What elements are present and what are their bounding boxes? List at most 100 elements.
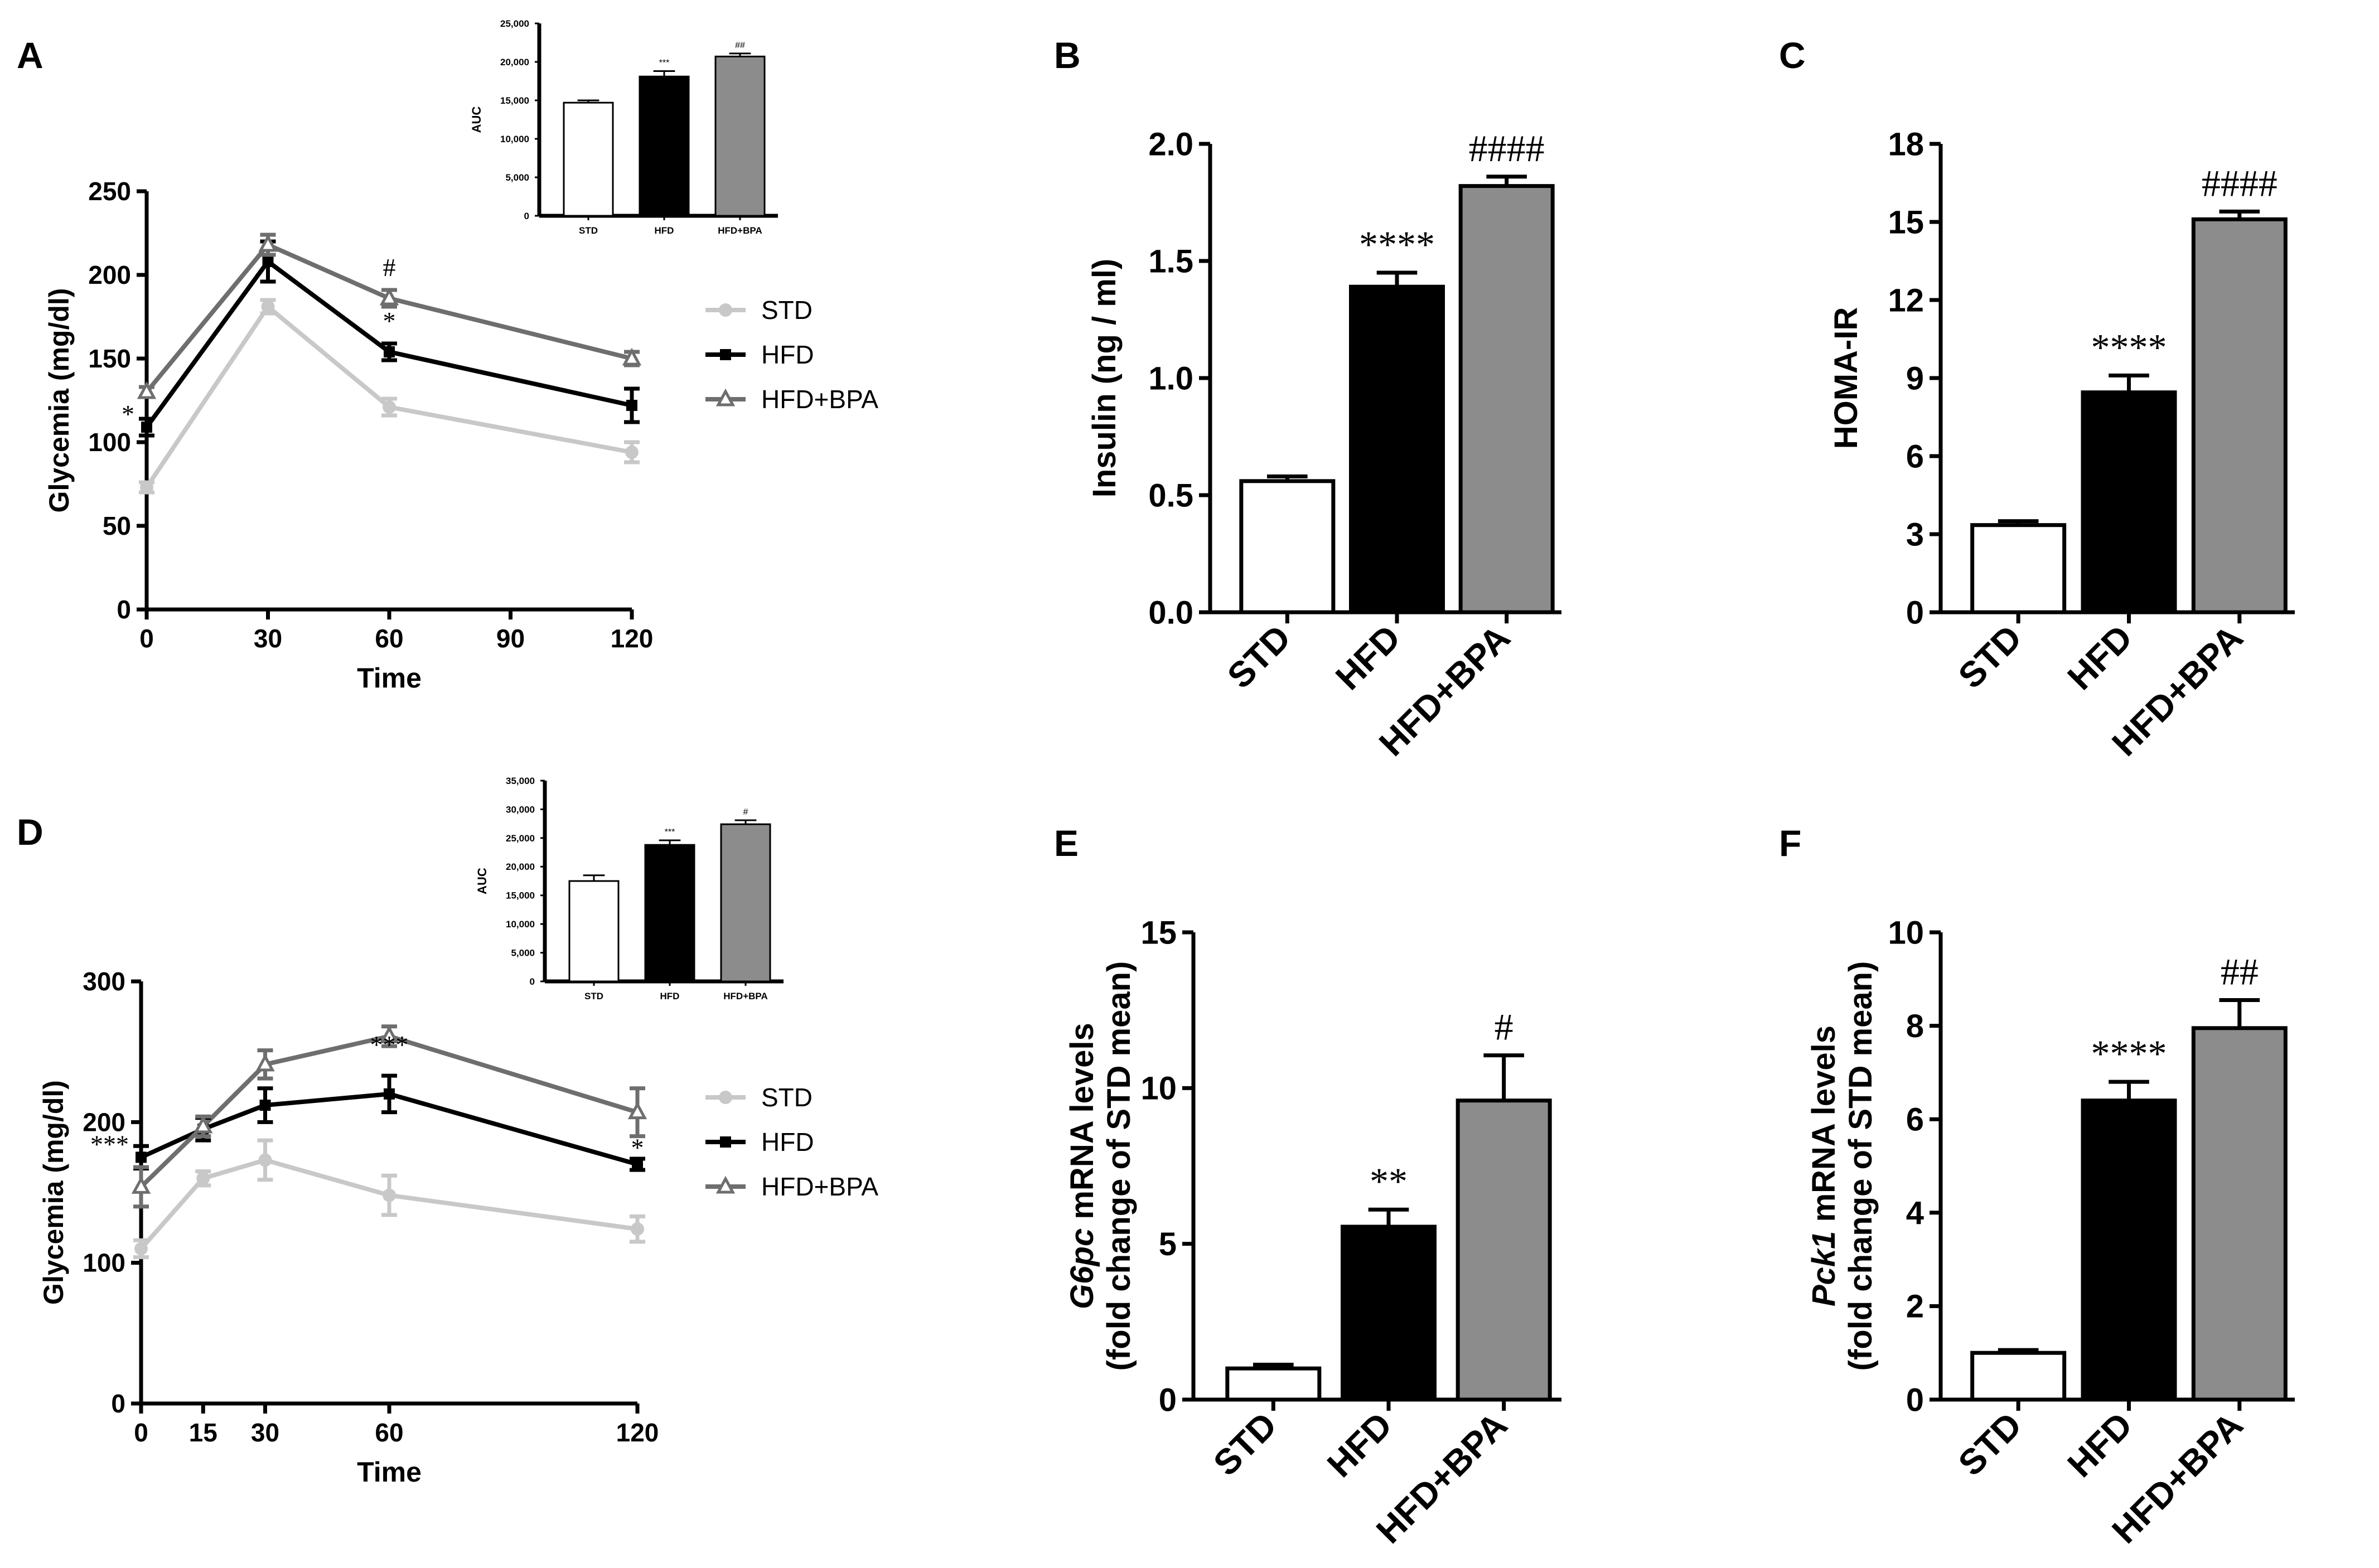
bar-hfd bbox=[644, 844, 695, 983]
legend-label-hfd: HFD bbox=[761, 1127, 814, 1156]
bar-hfd bbox=[2081, 390, 2177, 614]
panel-label-d: D bbox=[17, 811, 43, 853]
data-point-hfd bbox=[632, 1159, 643, 1170]
y-tick-label: 15 bbox=[1888, 204, 1924, 240]
legend-label-std: STD bbox=[761, 1083, 813, 1112]
data-point-hfd bbox=[141, 422, 152, 433]
category-label-std: STD bbox=[1951, 617, 2029, 696]
y-tick-label: 15 bbox=[1140, 914, 1177, 951]
x-tick-label: 90 bbox=[496, 624, 525, 653]
significance-label: #### bbox=[1469, 127, 1545, 170]
y-axis-label: Pck1 mRNA levels bbox=[1806, 1025, 1842, 1306]
bar-hfd-bpa bbox=[2191, 217, 2288, 614]
x-tick-label: 30 bbox=[254, 624, 282, 653]
y-axis-label-line2: (fold change of STD mean) bbox=[1843, 961, 1879, 1371]
y-tick-label: 50 bbox=[103, 511, 131, 540]
y-tick-label: 0.0 bbox=[1148, 594, 1193, 631]
category-label-hfd-bpa: HFD+BPA bbox=[718, 225, 762, 236]
significance-label: * bbox=[122, 400, 134, 428]
y-tick-label: 0 bbox=[1159, 1382, 1177, 1418]
x-axis-label: Time bbox=[357, 662, 422, 694]
y-tick-label: 0 bbox=[530, 976, 535, 987]
x-tick-label: 120 bbox=[611, 624, 654, 653]
x-axis-label: Time bbox=[357, 1456, 422, 1488]
category-label-hfd: HFD bbox=[1319, 1405, 1400, 1485]
significance-label: **** bbox=[2091, 1032, 2167, 1075]
y-tick-label: 100 bbox=[88, 428, 131, 457]
legend-marker-hfd bbox=[720, 1136, 731, 1148]
y-tick-label: 200 bbox=[88, 260, 131, 289]
significance-label: * bbox=[631, 1133, 644, 1162]
y-tick-label: 25,000 bbox=[506, 833, 535, 844]
y-tick-label: 15,000 bbox=[500, 95, 529, 106]
y-tick-label: 25,000 bbox=[500, 18, 529, 29]
y-tick-label: 300 bbox=[83, 967, 125, 996]
significance-label: *** bbox=[370, 1030, 409, 1059]
y-axis-label: AUC bbox=[475, 868, 489, 894]
y-tick-label: 20,000 bbox=[506, 862, 535, 872]
legend-marker-hfd-bpa bbox=[715, 388, 736, 406]
bar-std bbox=[1970, 1351, 2067, 1402]
category-label-hfd-bpa: HFD+BPA bbox=[723, 991, 768, 1001]
data-point-hfd-bpa bbox=[131, 1176, 151, 1194]
y-tick-label: 1.0 bbox=[1148, 360, 1193, 396]
data-point-hfd-bpa bbox=[379, 287, 399, 306]
category-label-hfd: HFD bbox=[2059, 617, 2140, 698]
data-point-hfd-bpa bbox=[137, 381, 157, 399]
series-line-hfd bbox=[144, 258, 632, 429]
significance-label: **** bbox=[2091, 326, 2167, 368]
data-point-std bbox=[625, 446, 639, 459]
category-label-hfd: HFD bbox=[1328, 617, 1408, 698]
x-tick-label: 60 bbox=[375, 624, 403, 653]
y-tick-label: 100 bbox=[83, 1248, 125, 1277]
significance-label: # bbox=[1495, 1006, 1514, 1048]
panel-label-e: E bbox=[1054, 822, 1079, 864]
bar-std bbox=[1239, 479, 1336, 614]
panel-label-b: B bbox=[1054, 35, 1081, 76]
category-label-hfd: HFD bbox=[655, 225, 674, 236]
y-tick-label: 0 bbox=[524, 211, 529, 221]
bar-hfd-bpa bbox=[2191, 1026, 2288, 1402]
legend-marker-std bbox=[719, 1091, 732, 1104]
bar-std bbox=[563, 101, 614, 217]
bar-hfd-bpa bbox=[714, 55, 766, 217]
x-tick-label: 0 bbox=[139, 624, 154, 653]
y-tick-label: 3 bbox=[1906, 516, 1924, 553]
y-tick-label: 1.5 bbox=[1148, 243, 1193, 279]
bar-hfd-bpa bbox=[1456, 1098, 1552, 1402]
data-point-std bbox=[631, 1222, 644, 1236]
y-tick-label: 5,000 bbox=[505, 172, 529, 183]
y-tick-label: 12 bbox=[1888, 282, 1924, 318]
data-point-hfd bbox=[626, 400, 637, 411]
series-line-hfd-bpa bbox=[144, 242, 632, 394]
y-axis-label-line2: (fold change of STD mean) bbox=[1101, 961, 1137, 1371]
series-line-std bbox=[144, 303, 632, 489]
significance-label: ## bbox=[735, 41, 745, 50]
y-tick-label: 10 bbox=[1888, 914, 1924, 951]
data-point-hfd-bpa bbox=[255, 1053, 275, 1072]
significance-label: ## bbox=[2221, 951, 2259, 993]
panel-label-c: C bbox=[1779, 35, 1806, 76]
panel-a-auc-inset: 0 5,000 10,000 15,000 20,000 25,000 STD HFD *** H… bbox=[470, 18, 778, 236]
panel-d-line-chart: 0 100 200 300 0 15 30 60 120 Time Glycemia (mg/dl)… bbox=[38, 967, 878, 1488]
category-label-std: STD bbox=[1951, 1405, 2029, 1483]
data-point-hfd bbox=[384, 1088, 395, 1100]
data-point-hfd-bpa bbox=[622, 347, 642, 366]
bar-hfd-bpa bbox=[720, 823, 771, 983]
y-tick-label: 30,000 bbox=[506, 804, 535, 815]
y-tick-label: 15,000 bbox=[506, 891, 535, 901]
category-label-hfd: HFD bbox=[2059, 1405, 2140, 1485]
y-tick-label: 6 bbox=[1906, 438, 1924, 475]
y-tick-label: 9 bbox=[1906, 360, 1924, 396]
significance-label: *** bbox=[90, 1130, 129, 1158]
y-tick-label: 4 bbox=[1906, 1195, 1924, 1231]
data-point-hfd-bpa bbox=[258, 234, 278, 252]
significance-label: ** bbox=[1370, 1160, 1408, 1202]
legend-label-std: STD bbox=[761, 296, 813, 325]
y-tick-label: 6 bbox=[1906, 1102, 1924, 1138]
y-tick-label: 10,000 bbox=[506, 919, 535, 930]
significance-label: **** bbox=[1359, 223, 1435, 265]
